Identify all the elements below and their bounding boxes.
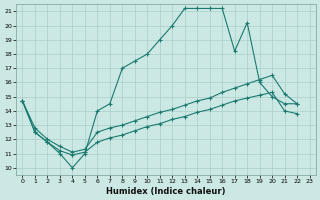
X-axis label: Humidex (Indice chaleur): Humidex (Indice chaleur) [106,187,226,196]
